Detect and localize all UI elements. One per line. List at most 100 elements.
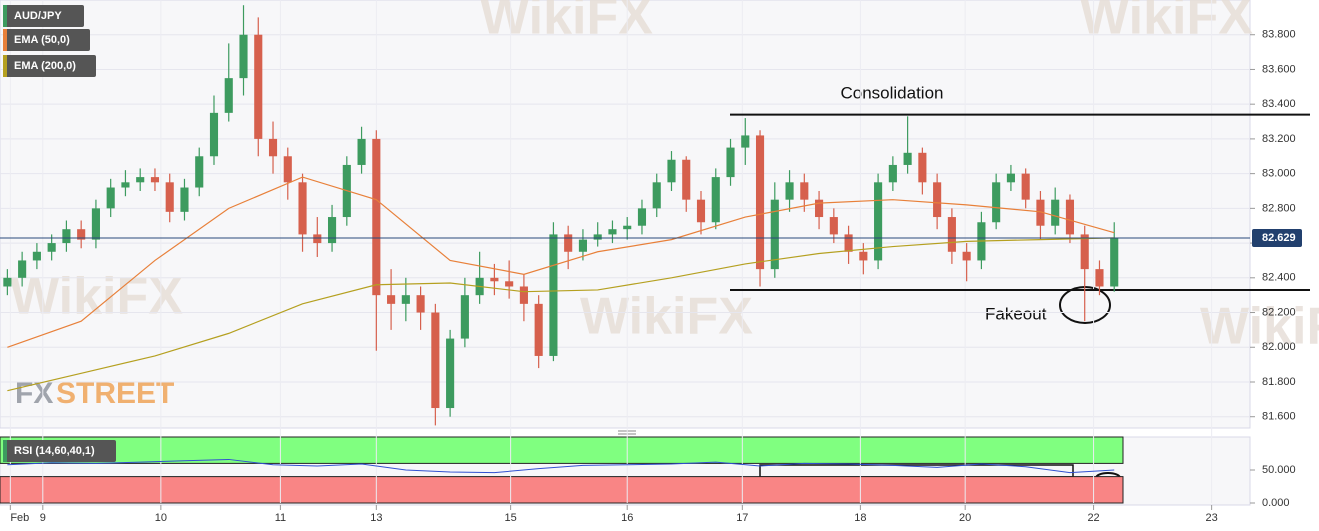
candle-body: [637, 208, 647, 226]
y-tick-label: 82.200: [1262, 306, 1296, 318]
legend-label: EMA (200,0): [14, 60, 76, 72]
candle-body: [239, 34, 248, 79]
legend-swatch: [3, 5, 7, 27]
candle-body: [1006, 173, 1015, 183]
candle-body: [785, 182, 794, 200]
x-tick-label: 18: [854, 512, 866, 524]
y-tick-label: 83.200: [1262, 133, 1296, 145]
candle-body: [77, 229, 86, 240]
x-tick-label: 11: [275, 512, 286, 524]
x-tick-label: 20: [959, 512, 971, 524]
wikifx-watermark: WikiFX: [580, 288, 753, 346]
candle-body: [401, 295, 410, 304]
legend-box: [3, 55, 96, 77]
candle-body: [195, 156, 204, 188]
overbought-zone: [0, 436, 1124, 464]
x-tick-label: 13: [370, 512, 382, 524]
candle-body: [1110, 238, 1119, 287]
y-tick-label: 82.400: [1262, 272, 1296, 284]
candle-body: [682, 159, 691, 200]
candle-body: [741, 135, 750, 148]
candle-body: [770, 199, 779, 270]
annotation: Fakeout: [985, 304, 1047, 323]
candle-body: [505, 281, 514, 287]
candle-body: [667, 159, 676, 183]
candle-body: [623, 225, 632, 230]
y-tick-label: 83.000: [1262, 168, 1296, 180]
candle-body: [387, 295, 396, 304]
candle-body: [268, 138, 278, 157]
x-tick-label: 9: [40, 512, 46, 524]
candle-body: [136, 177, 145, 183]
candle-body: [859, 251, 868, 261]
candle-body: [372, 138, 381, 296]
candle-body: [106, 187, 115, 209]
annotation: Consolidation: [840, 83, 943, 102]
candle-body: [874, 182, 883, 261]
legend-box: [3, 440, 116, 462]
candle-body: [593, 234, 602, 240]
candle-body: [91, 208, 100, 240]
candle-body: [150, 177, 160, 183]
ema-line: [7, 237, 1115, 392]
rsi-line: [7, 458, 1115, 474]
wikifx-watermark: WikiFX: [1200, 298, 1319, 356]
legend-box: [3, 5, 84, 27]
candle-body: [1021, 173, 1030, 200]
candle-body: [1095, 269, 1104, 287]
rsi-zones: [0, 436, 1124, 504]
candle-body: [844, 234, 853, 252]
x-tick-label: 23: [1206, 512, 1218, 524]
candle-body: [357, 138, 366, 165]
candle-body: [1080, 234, 1089, 270]
candle-body: [755, 135, 765, 270]
candle-body: [283, 156, 292, 183]
y-tick-label: 81.800: [1262, 376, 1296, 388]
y-tick-label: 83.800: [1262, 29, 1296, 41]
candle-body: [578, 239, 587, 252]
candle-body: [180, 187, 189, 212]
candle-body: [564, 234, 573, 252]
candle-body: [298, 182, 307, 235]
price-panel: [0, 0, 1251, 429]
candle-body: [534, 303, 543, 356]
candle-body: [121, 182, 130, 188]
x-tick-label: Feb: [10, 512, 29, 524]
legend-box: [3, 29, 90, 51]
last-price-label: 82.629: [1262, 232, 1296, 244]
legend-swatch: [3, 29, 7, 51]
candle-body: [933, 182, 942, 218]
oversold-zone: [0, 476, 1124, 504]
candle-body: [209, 112, 219, 157]
y-tick-label: 83.600: [1262, 63, 1296, 75]
candle-body: [962, 251, 971, 261]
candle-body: [815, 199, 824, 218]
x-tick-label: 22: [1087, 512, 1099, 524]
candle-body: [224, 78, 233, 113]
legend-label: RSI (14,60,40,1): [14, 445, 95, 457]
y-tick-label: 83.400: [1262, 98, 1296, 110]
candle-body: [726, 147, 735, 178]
candle-body: [1065, 199, 1075, 235]
candle-body: [47, 243, 56, 252]
candle-body: [254, 34, 263, 139]
candle-body: [18, 260, 27, 278]
candle-body: [1036, 199, 1045, 226]
candle-body: [992, 182, 1001, 223]
legend-label: EMA (50,0): [14, 34, 70, 46]
candle-body: [446, 338, 455, 409]
candle-body: [918, 152, 927, 183]
y-tick-label: 81.600: [1262, 411, 1296, 423]
candle-body: [549, 234, 558, 356]
x-tick-label: 16: [621, 512, 633, 524]
candle-body: [32, 251, 41, 261]
legend-swatch: [3, 55, 7, 77]
x-tick-label: 15: [505, 512, 517, 524]
rsi-tick-label: 50.000: [1262, 464, 1296, 476]
candle-body: [903, 152, 912, 165]
legend-swatch: [3, 440, 7, 462]
wikifx-watermark: WikiFX: [10, 268, 183, 326]
x-tick-label: 10: [155, 512, 167, 524]
